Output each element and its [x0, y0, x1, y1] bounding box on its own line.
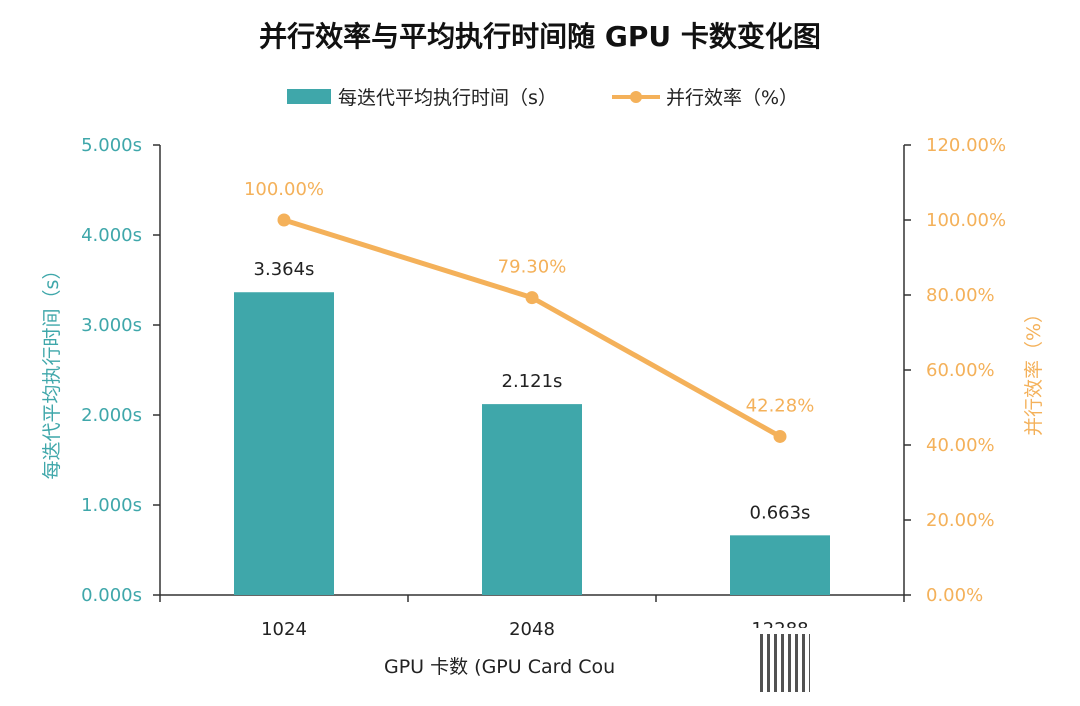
- x-tick-label: 1024: [261, 619, 307, 640]
- chart-title: 并行效率与平均执行时间随 GPU 卡数变化图: [259, 20, 821, 53]
- y-right-tick-label: 0.00%: [926, 585, 983, 606]
- y-left-tick-label: 5.000s: [81, 135, 142, 156]
- legend-label-line: 并行效率（%）: [666, 87, 798, 109]
- line-data-label: 100.00%: [244, 179, 324, 200]
- tick-labels: 0.000s 1.000s 2.000s 3.000s 4.000s 5.000s 0.00…: [81, 135, 1006, 640]
- bar-data-label: 3.364s: [254, 259, 315, 280]
- bar: [234, 292, 334, 595]
- legend-label-bar: 每迭代平均执行时间（s）: [338, 87, 557, 109]
- y-left-tick-label: 1.000s: [81, 495, 142, 516]
- bar: [730, 535, 830, 595]
- x-axis-label: GPU 卡数 (GPU Card Cou: [384, 656, 615, 678]
- y-right-tick-label: 80.00%: [926, 285, 995, 306]
- line-point: [525, 291, 539, 305]
- line-point: [277, 213, 291, 227]
- line-data-label: 42.28%: [746, 395, 815, 416]
- bar-data-label: 0.663s: [750, 502, 811, 523]
- line-series: [277, 213, 787, 443]
- y-left-tick-label: 4.000s: [81, 225, 142, 246]
- y-left-tick-label: 0.000s: [81, 585, 142, 606]
- line-point: [773, 429, 787, 443]
- y-axis-left-label: 每迭代平均执行时间（s）: [41, 261, 63, 480]
- y-right-tick-label: 20.00%: [926, 510, 995, 531]
- data-labels: 3.364s 2.121s 0.663s 100.00% 79.30% 42.28%: [244, 179, 814, 523]
- y-axis-right-label: 并行效率（%）: [1023, 304, 1045, 436]
- legend: 每迭代平均执行时间（s） 并行效率（%）: [287, 87, 798, 109]
- watermark-overlay: [650, 628, 1080, 698]
- bar-series: [234, 292, 830, 595]
- y-right-tick-label: 120.00%: [926, 135, 1006, 156]
- y-left-tick-label: 2.000s: [81, 405, 142, 426]
- y-left-tick-label: 3.000s: [81, 315, 142, 336]
- watermark-icon: [760, 634, 810, 692]
- bar-data-label: 2.121s: [502, 371, 563, 392]
- legend-swatch-line-marker: [630, 91, 642, 103]
- y-right-tick-label: 60.00%: [926, 360, 995, 381]
- x-tick-label: 2048: [509, 619, 555, 640]
- line-data-label: 79.30%: [498, 257, 567, 278]
- y-right-tick-label: 40.00%: [926, 435, 995, 456]
- efficiency-line: [281, 217, 783, 439]
- legend-swatch-bar: [287, 89, 331, 104]
- y-right-tick-label: 100.00%: [926, 210, 1006, 231]
- bar: [482, 404, 582, 595]
